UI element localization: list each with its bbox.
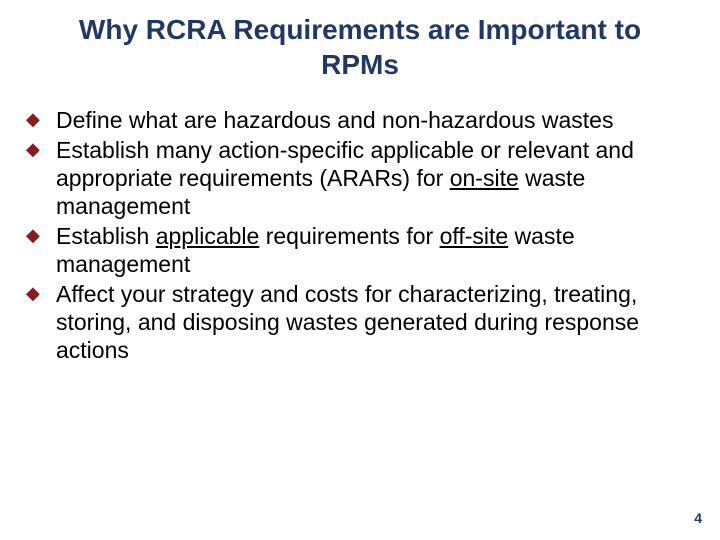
bullet-text: Define what are hazardous and non-hazard… xyxy=(56,107,613,133)
page-number: 4 xyxy=(694,510,702,526)
slide-title: Why RCRA Requirements are Important to R… xyxy=(20,12,700,82)
bullet-item: ◆ Define what are hazardous and non-hazar… xyxy=(26,106,700,134)
plain-text: requirements for xyxy=(259,223,439,249)
diamond-bullet-icon: ◆ xyxy=(26,110,44,128)
bullet-item: ◆ Establish applicable requirements for o… xyxy=(26,222,700,278)
underlined-text: applicable xyxy=(156,223,260,249)
bullet-text: Establish many action-specific applicabl… xyxy=(56,137,634,219)
bullet-list: ◆ Define what are hazardous and non-hazar… xyxy=(20,106,700,364)
bullet-item: ◆ Affect your strategy and costs for char… xyxy=(26,280,700,364)
plain-text: Establish xyxy=(56,223,156,249)
diamond-bullet-icon: ◆ xyxy=(26,140,44,158)
diamond-bullet-icon: ◆ xyxy=(26,226,44,244)
slide-container: Why RCRA Requirements are Important to R… xyxy=(0,0,720,540)
bullet-item: ◆ Establish many action-specific applicab… xyxy=(26,136,700,220)
diamond-bullet-icon: ◆ xyxy=(26,284,44,302)
plain-text: Define what are hazardous and non-hazard… xyxy=(56,107,613,133)
plain-text: Affect your strategy and costs for chara… xyxy=(56,281,639,363)
bullet-text: Affect your strategy and costs for chara… xyxy=(56,281,639,363)
bullet-text: Establish applicable requirements for of… xyxy=(56,223,575,277)
underlined-text: on-site xyxy=(450,165,519,191)
underlined-text: off-site xyxy=(440,223,509,249)
